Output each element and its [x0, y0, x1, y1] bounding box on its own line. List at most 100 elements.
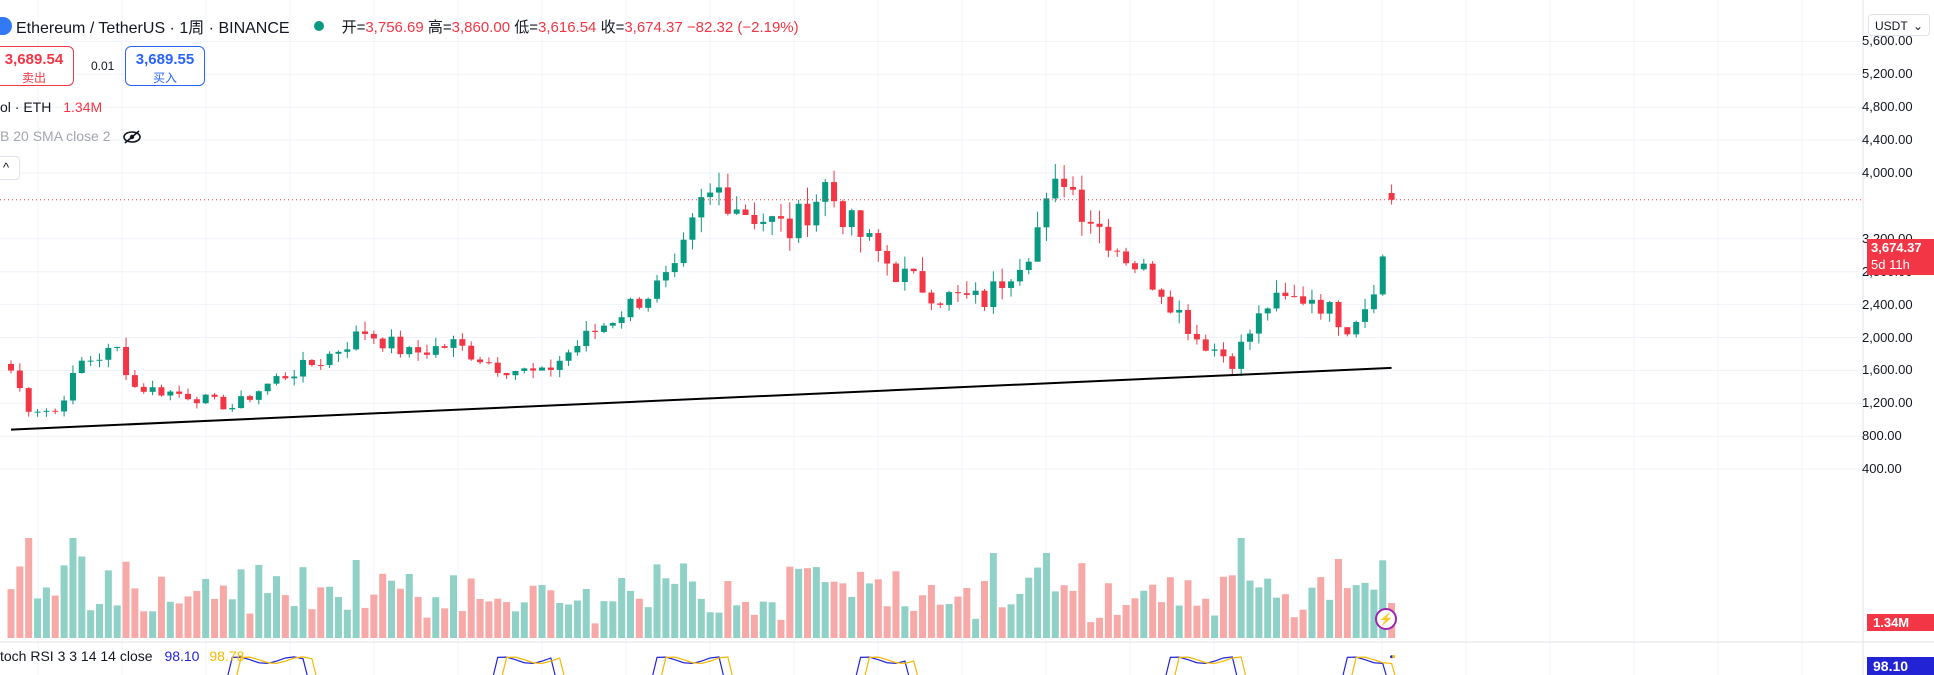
candle-body [565, 352, 572, 361]
candle-body [1193, 333, 1200, 340]
candle-body [255, 391, 262, 400]
candle-body [963, 293, 970, 295]
price-axis-label: 4,000.00 [1862, 165, 1913, 180]
volume-bar [963, 587, 971, 638]
candle-body [954, 292, 961, 294]
volume-bar [1087, 622, 1095, 638]
volume-bar [273, 576, 280, 638]
candle-body [477, 359, 484, 363]
candle-body [1061, 178, 1068, 187]
volume-bar [1326, 599, 1334, 638]
volume-bar [1317, 577, 1325, 638]
candle-body [176, 391, 183, 394]
candle-body [574, 346, 581, 353]
buy-button[interactable]: 3,689.55 买入 [125, 46, 205, 86]
trend-line [10, 366, 1392, 431]
volume-bar [1281, 594, 1289, 638]
candle-body [893, 263, 899, 283]
candle-body [167, 391, 174, 396]
candle-body [822, 182, 829, 202]
candle-body [742, 209, 749, 216]
volume-bar [1290, 617, 1298, 638]
volume-bar [405, 573, 413, 638]
candle-body [16, 370, 23, 389]
volume-bar [414, 596, 422, 638]
volume-bar [1131, 598, 1139, 638]
stoch-rsi-badge: 98.10 [1867, 657, 1934, 675]
candle-body [609, 322, 616, 326]
candle-body [185, 393, 191, 400]
candle-body [193, 399, 200, 404]
candle-body [795, 203, 802, 239]
volume-bar [157, 576, 165, 638]
ohlc-readout: 开=3,756.69 高=3,860.00 低=3,616.54 收=3,674… [342, 16, 799, 37]
volume-bar [1113, 614, 1121, 638]
volume-bar [804, 568, 811, 638]
candle-body [362, 331, 368, 334]
candle-body [1388, 193, 1395, 200]
candle-body [1025, 261, 1032, 270]
volume-bar [600, 601, 608, 638]
currency-selector[interactable]: USDT ⌄ [1868, 14, 1930, 36]
collapse-legend-button[interactable]: ^ [0, 156, 20, 180]
chevron-down-icon: ⌄ [1912, 19, 1923, 33]
candle-body [158, 387, 165, 396]
eye-hidden-icon[interactable] [122, 129, 142, 145]
candle-body [1096, 223, 1103, 227]
symbol-title[interactable]: Ethereum / TetherUS · 1周 · BINANCE [16, 20, 290, 37]
candle-body [211, 394, 218, 397]
volume-bar [42, 587, 50, 638]
volume-bar [1096, 617, 1104, 638]
candle-body [786, 218, 793, 239]
volume-bar [299, 567, 307, 638]
volume-bar [1379, 560, 1387, 638]
volume-bar [1246, 580, 1254, 638]
candle-body [105, 347, 112, 360]
volume-bar [680, 563, 688, 638]
candle-body [34, 411, 41, 413]
candle-body [901, 268, 908, 283]
volume-bar [388, 580, 396, 638]
lightning-icon[interactable]: ⚡ [1375, 608, 1397, 630]
volume-bar [1202, 598, 1210, 638]
volume-bar [812, 567, 820, 638]
volume-bar [450, 575, 457, 638]
volume-bar [246, 613, 254, 638]
sell-button[interactable]: 3,689.54 卖出 [0, 46, 74, 86]
candle-body [521, 368, 528, 371]
stoch-rsi-k-line [1165, 656, 1238, 675]
candle-body [423, 352, 430, 355]
bb-indicator-legend[interactable]: B 20 SMA close 2 [0, 128, 142, 145]
stoch-rsi-k-line [652, 656, 724, 675]
stoch-rsi-legend[interactable]: toch RSI 3 3 14 14 close 98.10 98.78 [0, 648, 244, 664]
volume-bar [1166, 577, 1174, 638]
candle-body [1220, 349, 1227, 357]
buy-label: 买入 [152, 71, 177, 85]
candle-body [919, 271, 926, 293]
volume-bar [379, 573, 387, 638]
candle-body [52, 410, 59, 412]
volume-indicator-legend[interactable]: ol · ETH 1.34M [0, 99, 102, 115]
volume-bar [1104, 583, 1112, 638]
candle-body [1016, 269, 1023, 282]
volume-bar [945, 604, 953, 638]
candle-body [1176, 310, 1183, 313]
candle-body [229, 408, 236, 410]
price-axis-label: 2,000.00 [1862, 329, 1913, 345]
candle-body [308, 359, 315, 366]
candle-body [583, 330, 590, 347]
volume-bar [1140, 590, 1148, 638]
volume-bar [476, 599, 484, 638]
stoch-rsi-k-line [1342, 656, 1387, 675]
stoch-rsi-d-line [661, 656, 733, 675]
candle-body [131, 375, 138, 387]
volume-bar [1335, 558, 1342, 638]
volume-bar [919, 595, 927, 638]
candle-body [1344, 327, 1351, 335]
candle-body [140, 386, 147, 392]
candle-body [1158, 289, 1165, 297]
volume-bar [343, 609, 351, 638]
volume-bar [839, 583, 847, 638]
candle-body [539, 367, 545, 371]
